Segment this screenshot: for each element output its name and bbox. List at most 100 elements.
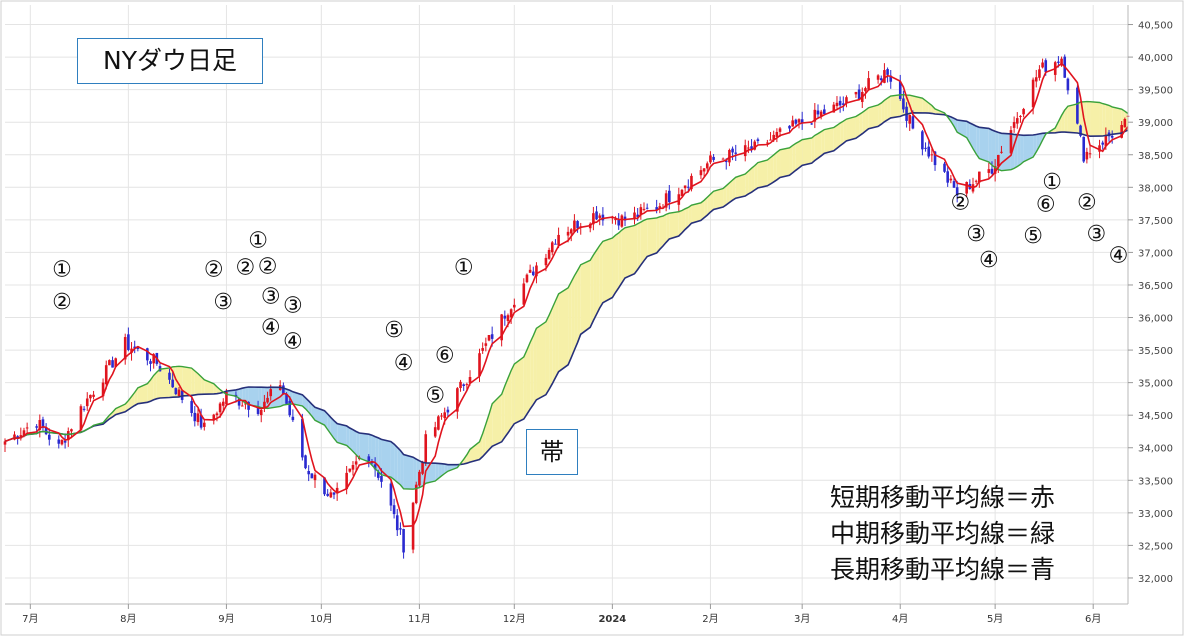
candle-body bbox=[668, 190, 671, 203]
x-tick-label: 12月 bbox=[503, 613, 526, 625]
candle-body bbox=[202, 422, 206, 427]
ma-band-segment bbox=[590, 255, 594, 328]
ma-band-segment bbox=[729, 180, 733, 203]
ma-band-segment bbox=[507, 370, 512, 433]
x-axis-ticks: 7月 8月 9月 10月 11月 12月 2024 2月 3月 4月 5月 6月 bbox=[22, 604, 1101, 625]
ma-band-segment bbox=[413, 457, 417, 490]
ma-band-segment bbox=[912, 95, 923, 113]
candle-body bbox=[1034, 77, 1038, 82]
ma-band-segment bbox=[865, 107, 869, 132]
ma-band-segment bbox=[1102, 103, 1106, 136]
candle-body bbox=[633, 212, 636, 219]
candle-body bbox=[481, 348, 484, 351]
ma-band-segment bbox=[403, 454, 414, 490]
candle-body bbox=[193, 412, 197, 422]
ma-band-segment bbox=[748, 168, 752, 194]
candle-body bbox=[876, 75, 880, 80]
candle-body bbox=[677, 194, 681, 205]
candle-body bbox=[683, 185, 687, 189]
candle-body bbox=[1022, 108, 1025, 115]
candle-body bbox=[908, 114, 912, 124]
candle-body bbox=[889, 75, 893, 82]
y-tick-label: 39,000 bbox=[1138, 118, 1173, 129]
ma-band-segment bbox=[688, 205, 692, 227]
ma-band-segment bbox=[511, 364, 515, 429]
ma-band-segment bbox=[723, 185, 727, 207]
ma-band-segment bbox=[394, 444, 398, 483]
candle-body bbox=[531, 271, 535, 276]
ma-band-segment bbox=[767, 157, 771, 186]
candle-body bbox=[728, 149, 731, 163]
ma-band-segment bbox=[681, 208, 686, 233]
candle-body bbox=[373, 464, 377, 470]
candle-body bbox=[753, 141, 757, 150]
candle-body bbox=[487, 335, 491, 341]
candle-body bbox=[418, 471, 421, 486]
candle-body bbox=[734, 152, 738, 154]
candle-body bbox=[465, 384, 469, 386]
candle-body bbox=[623, 216, 627, 221]
ma-band-segment bbox=[811, 135, 815, 164]
ma-band-segment bbox=[526, 342, 531, 415]
annotation-number: ① bbox=[52, 258, 72, 283]
annotation-number: ② bbox=[204, 258, 224, 283]
annotation-number: ④ bbox=[261, 316, 281, 341]
ma-band-segment bbox=[878, 102, 882, 127]
ma-band-segment bbox=[1039, 133, 1043, 147]
ma-band-segment bbox=[640, 220, 645, 266]
y-tick-label: 36,500 bbox=[1138, 281, 1173, 292]
candle-body bbox=[266, 397, 269, 403]
annotation-number: ④ bbox=[1109, 243, 1129, 268]
ma-band-segment bbox=[795, 141, 800, 171]
ma-band-segment bbox=[147, 379, 151, 403]
candle-body bbox=[212, 414, 216, 421]
candle-body bbox=[291, 416, 295, 421]
ma-band-segment bbox=[425, 462, 436, 484]
candle-body bbox=[747, 147, 750, 149]
candle-body bbox=[794, 119, 798, 124]
annotation-number: ③ bbox=[966, 222, 986, 247]
ma-band-segment bbox=[216, 386, 221, 394]
ma-band-segment bbox=[359, 432, 369, 462]
candle-body bbox=[459, 381, 462, 389]
ma-band-segment bbox=[346, 425, 350, 449]
candle-body bbox=[513, 304, 516, 308]
ma-band-segment bbox=[840, 121, 844, 146]
candle-body bbox=[680, 189, 684, 197]
candle-body bbox=[1012, 122, 1016, 128]
candle-body bbox=[927, 146, 931, 157]
ma-band-segment bbox=[466, 449, 471, 464]
candle-body bbox=[22, 430, 26, 436]
candle-body bbox=[835, 102, 839, 107]
candle-body bbox=[769, 139, 772, 141]
ma-band-segment bbox=[504, 378, 508, 438]
candle-body bbox=[554, 243, 557, 245]
candle-body bbox=[1120, 125, 1123, 138]
candle-body bbox=[323, 477, 326, 495]
candle-body bbox=[620, 215, 624, 227]
x-tick-label: 4月 bbox=[892, 613, 908, 625]
candle-body bbox=[443, 412, 447, 419]
ma-band-segment bbox=[1033, 134, 1037, 158]
candle-body bbox=[978, 171, 981, 183]
candle-body bbox=[402, 529, 405, 553]
ma-band-segment bbox=[817, 131, 822, 159]
ma-band-segment bbox=[545, 315, 550, 395]
ma-band-segment bbox=[352, 429, 357, 455]
candle-body bbox=[57, 439, 61, 444]
candle-body bbox=[240, 405, 244, 407]
ma-band-segment bbox=[707, 194, 711, 216]
ma-band-segment bbox=[821, 129, 825, 156]
candle-body bbox=[149, 361, 152, 364]
ma-band-segment bbox=[669, 211, 679, 239]
candle-body bbox=[1038, 69, 1041, 78]
ma-band-segment bbox=[488, 403, 493, 450]
candle-body bbox=[104, 365, 108, 385]
ma-band-segment bbox=[1023, 135, 1034, 162]
y-tick-label: 32,500 bbox=[1138, 541, 1173, 552]
candle-body bbox=[655, 207, 658, 211]
annotation-number: ⑤ bbox=[384, 318, 404, 343]
candle-body bbox=[1088, 153, 1092, 155]
candle-body bbox=[63, 440, 67, 443]
